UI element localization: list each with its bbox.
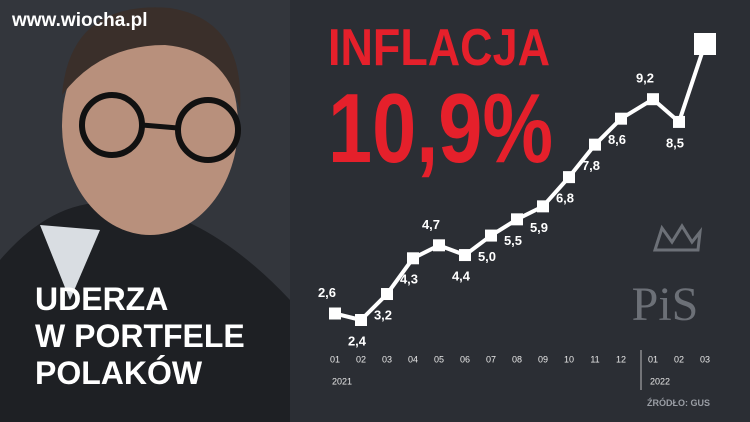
x-tick-label: 03 [382, 354, 392, 364]
x-tick-label: 03 [700, 354, 710, 364]
data-point [329, 307, 341, 320]
x-tick-label: 07 [486, 354, 496, 364]
x-tick-label: 06 [460, 354, 470, 364]
data-point [407, 252, 419, 265]
value-label: 5,9 [530, 220, 548, 235]
x-tick-label: 09 [538, 354, 548, 364]
slogan-line: W PORTFELE [35, 318, 245, 354]
headline: INFLACJA [328, 19, 550, 77]
source: ŹRÓDŁO: GUS [647, 397, 710, 408]
data-point [615, 112, 627, 125]
value-label: 5,5 [504, 233, 522, 248]
x-tick-label: 04 [408, 354, 418, 364]
data-point [673, 115, 685, 128]
x-tick-label: 02 [674, 354, 684, 364]
x-tick-label: 05 [434, 354, 444, 364]
slogan-line: POLAKÓW [35, 355, 203, 391]
data-point [563, 171, 575, 184]
value-label: 2,6 [318, 285, 336, 300]
x-tick-label: 10 [564, 354, 574, 364]
value-label: 3,2 [374, 307, 392, 322]
x-tick-label: 02 [356, 354, 366, 364]
watermark: www.wiocha.pl [11, 10, 147, 31]
x-group-label: 2021 [332, 376, 352, 386]
x-tick-label: 01 [330, 354, 340, 364]
data-point [511, 213, 523, 226]
plot: 01 02 03 04 05 06 07 08 09 10 11 12 01 02 03 2021 2022 2,… [318, 33, 716, 386]
data-point [381, 288, 393, 301]
x-group-label: 2022 [650, 376, 670, 386]
data-point [589, 138, 601, 151]
x-tick-label: 01 [648, 354, 658, 364]
value-label: 4,3 [400, 272, 418, 287]
value-label: 8,5 [666, 135, 684, 150]
slogan-line: UDERZA [35, 281, 168, 317]
data-point [355, 314, 367, 326]
value-label: 2,4 [348, 333, 367, 348]
value-label: 7,8 [582, 158, 600, 173]
data-point [647, 93, 659, 106]
headline-value: 10,9% [328, 73, 553, 183]
x-tick-label: 08 [512, 354, 522, 364]
value-label: 4,7 [422, 217, 440, 232]
logo: PiS [632, 278, 699, 331]
portrait [0, 0, 290, 422]
logo-crown [652, 223, 703, 252]
data-point [537, 200, 549, 213]
value-label: 6,8 [556, 191, 574, 206]
data-point [694, 33, 716, 55]
data-point [459, 249, 471, 262]
data-point [433, 239, 445, 252]
value-label: 8,6 [608, 132, 626, 147]
data-point [485, 229, 497, 242]
value-label: 4,4 [452, 268, 471, 283]
value-label: 5,0 [478, 249, 496, 264]
x-tick-label: 11 [590, 354, 599, 364]
x-tick-label: 12 [616, 354, 626, 364]
value-label: 9,2 [636, 71, 654, 86]
